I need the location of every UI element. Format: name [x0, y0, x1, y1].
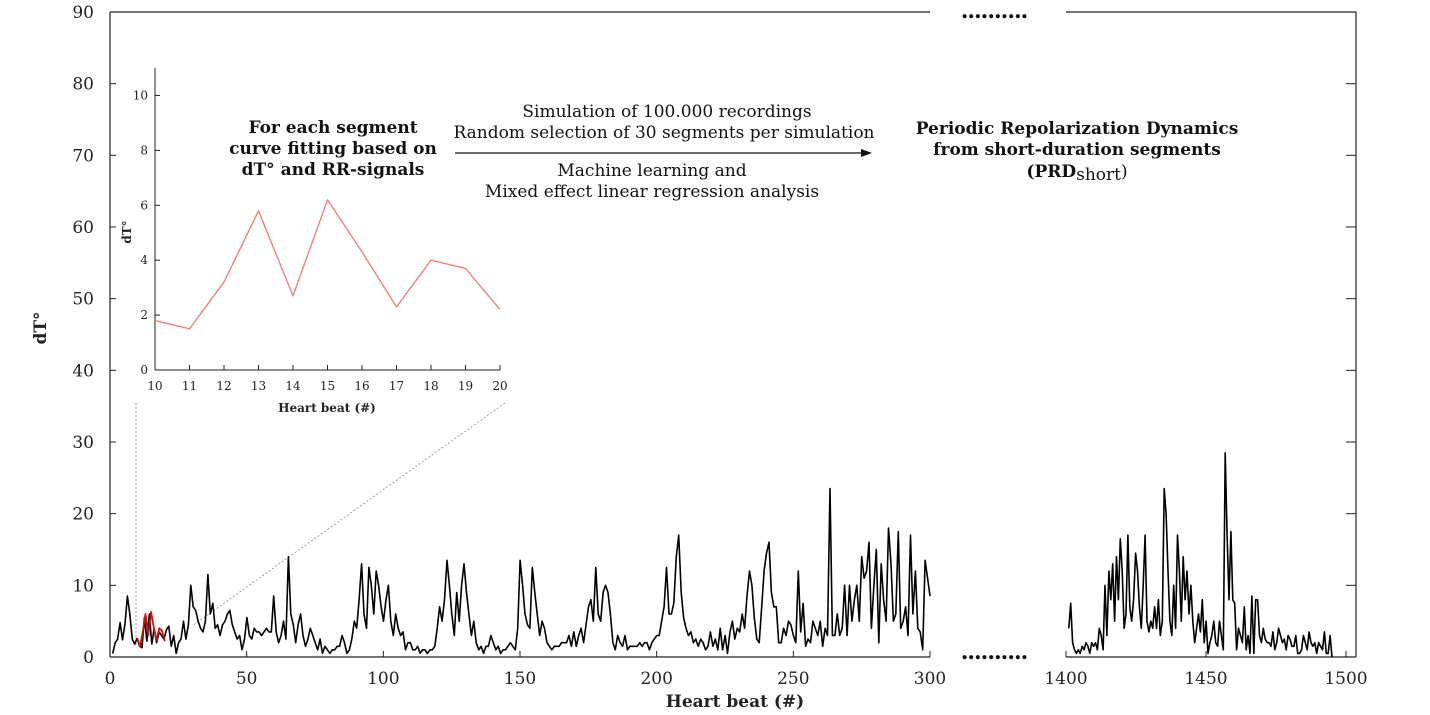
prd-sub: short [1076, 165, 1121, 185]
arrow-bottom-line-1: Machine learning and [557, 161, 746, 181]
right-block-line-2: from short-duration segments [933, 140, 1221, 160]
right-block-line-3: (PRDshort) [1026, 162, 1127, 185]
inset-y-tick-label: 8 [140, 143, 148, 157]
inset-x-tick-label: 18 [423, 379, 438, 393]
inset-x-tick-label: 13 [251, 379, 266, 393]
inset-y-tick-label: 4 [140, 253, 148, 267]
x-tick-label: 250 [777, 669, 809, 689]
inset-axes-frame [154, 68, 500, 371]
x-tick-label: 1400 [1044, 669, 1087, 689]
zoom-guides [135, 402, 506, 645]
right-axis-ticks [1346, 11, 1356, 658]
x-tick-label: 50 [236, 669, 258, 689]
inset-x-tick-label: 11 [182, 379, 197, 393]
inset-x-tick-label: 19 [458, 379, 473, 393]
y-tick-label: 90 [72, 3, 94, 23]
y-axis-label: dT° [31, 311, 51, 344]
inset-x-axis-label: Heart beat (#) [278, 401, 376, 415]
prd-main: PRD [1034, 162, 1076, 182]
inset-x-tick-label: 16 [354, 379, 369, 393]
y-tick-label: 70 [72, 146, 94, 166]
x-tick-label: 150 [504, 669, 536, 689]
y-tick-label: 80 [72, 75, 94, 95]
y-tick-label: 0 [83, 648, 94, 668]
inset-y-tick-label: 2 [140, 308, 148, 322]
arrow-top-line-1: Simulation of 100.000 recordings [522, 102, 811, 122]
inset-x-ticks: 10 11 12 13 14 15 16 17 18 19 20 [147, 365, 508, 393]
y-tick-label: 10 [72, 576, 94, 596]
inset-y-axis-label: dT° [120, 220, 134, 243]
x-tick-label: 1450 [1184, 669, 1227, 689]
x-ticks: 0 50 100 150 200 250 300 1400 1450 1500 [105, 651, 1368, 689]
y-ticks: 0 10 20 30 40 50 60 70 80 90 [72, 3, 116, 668]
y-tick-label: 30 [72, 433, 94, 453]
inset-y-tick-label: 6 [140, 198, 148, 212]
inset-y-tick-label: 10 [133, 88, 148, 102]
inset-x-tick-label: 15 [320, 379, 335, 393]
break-marker-top: .......... [961, 0, 1028, 24]
prd-open: ( [1026, 162, 1034, 182]
x-tick-label: 0 [105, 669, 116, 689]
inset-x-tick-label: 10 [147, 379, 162, 393]
process-arrow [455, 149, 872, 157]
arrow-bottom-line-2: Mixed effect linear regression analysis [485, 182, 819, 202]
x-axis-label: Heart beat (#) [666, 692, 804, 712]
x-tick-label: 300 [914, 669, 946, 689]
left-block-line-2: curve fitting based on [229, 139, 437, 159]
arrow-top-line-2: Random selection of 30 segments per simu… [453, 123, 874, 143]
series-left-line [111, 487, 931, 655]
series-right-line [1068, 452, 1333, 658]
break-marker-bottom: .......... [961, 639, 1028, 665]
inset-x-tick-label: 12 [216, 379, 231, 393]
x-tick-label: 1500 [1324, 669, 1367, 689]
inset-x-tick-label: 14 [285, 379, 301, 393]
inset-y-ticks: 0 2 4 6 8 10 [133, 88, 160, 377]
prd-close: ) [1121, 162, 1128, 182]
y-tick-label: 50 [72, 290, 94, 310]
highlighted-segment-line [136, 611, 166, 648]
y-tick-label: 40 [72, 361, 94, 381]
x-tick-label: 200 [640, 669, 672, 689]
inset-y-tick-label: 0 [140, 363, 148, 377]
y-tick-label: 20 [72, 505, 94, 525]
left-block-line-1: For each segment [248, 118, 417, 138]
y-tick-label: 60 [72, 218, 94, 238]
left-block-line-3: dT° and RR-signals [242, 160, 425, 180]
inset-line [154, 199, 501, 330]
inset-x-tick-label: 17 [389, 379, 404, 393]
right-block-line-1: Periodic Repolarization Dynamics [916, 119, 1239, 139]
x-tick-label: 100 [367, 669, 399, 689]
inset-x-tick-label: 20 [492, 379, 507, 393]
